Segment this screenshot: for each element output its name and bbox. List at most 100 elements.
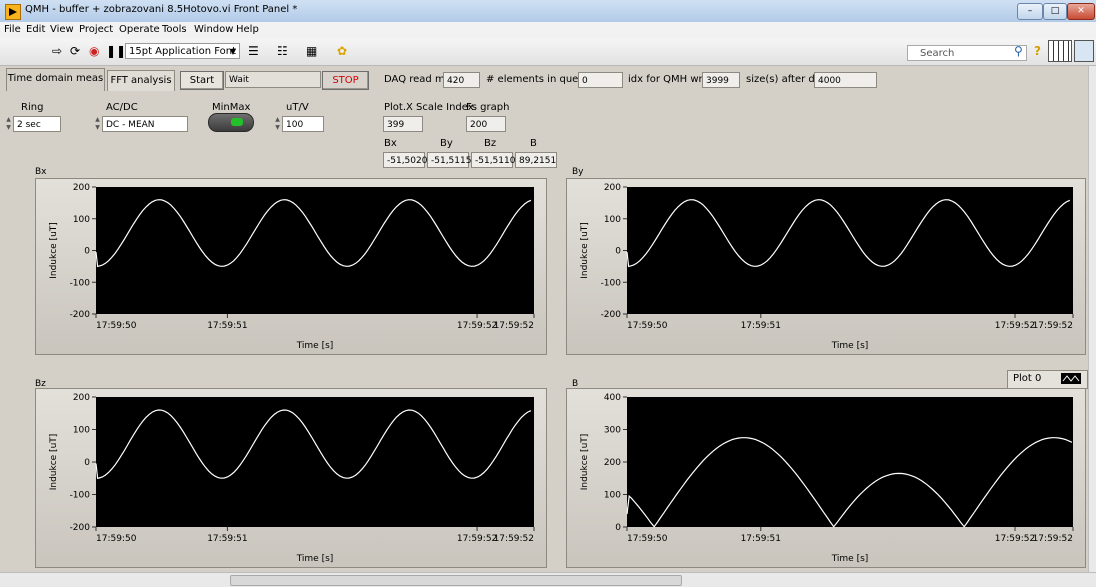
acdc-spin-icon[interactable]: ▲ ▼ xyxy=(93,116,102,132)
plot-area xyxy=(627,397,1073,527)
y-tick-label: -200 xyxy=(70,310,91,320)
plot-area xyxy=(627,187,1073,314)
x-tick-label: 17:59:50 xyxy=(96,321,137,331)
scrollbar-thumb[interactable] xyxy=(230,575,682,586)
align-objects-icon[interactable]: ☰ xyxy=(248,44,259,58)
x-tick-label: 17:59:50 xyxy=(627,534,668,544)
y-axis-label: Indukce [uT] xyxy=(49,434,59,491)
x-axis-label: Time [s] xyxy=(831,341,869,351)
utv-spin-icon[interactable]: ▲ ▼ xyxy=(273,116,282,132)
legend-plot-name: Plot 0 xyxy=(1013,373,1041,384)
y-tick-label: 400 xyxy=(604,393,621,403)
chart-by[interactable]: 200 100 0 -100 -200 17:59:50 17:59:51 17:59:52 1… xyxy=(566,178,1086,355)
connector-pane-icon[interactable] xyxy=(1048,40,1072,62)
x-tick-label: 17:59:52 xyxy=(1033,321,1073,331)
queue-label: # elements in queue xyxy=(486,74,591,85)
utv-numeric-control[interactable]: 100 xyxy=(282,116,324,132)
idx-indicator: 3999 xyxy=(702,72,740,88)
menu-help[interactable]: Help xyxy=(236,24,259,35)
minimize-button[interactable]: – xyxy=(1017,3,1043,20)
menu-view[interactable]: View xyxy=(50,24,74,35)
font-select[interactable]: 15pt Application Font ▼ xyxy=(125,43,240,59)
utv-label: uT/V xyxy=(286,102,309,113)
vi-icon[interactable] xyxy=(1074,40,1094,62)
stop-button[interactable]: STOP xyxy=(322,71,369,90)
y-tick-label: 200 xyxy=(73,183,90,193)
tab-fft-analysis[interactable]: FFT analysis xyxy=(107,70,175,91)
toolbar: ⇨ ⟳ ◉ ❚❚ 15pt Application Font ▼ ☰ ☷ ▦ ✿… xyxy=(0,39,1096,66)
x-axis-label: Time [s] xyxy=(296,554,334,564)
menu-project[interactable]: Project xyxy=(79,24,113,35)
horizontal-scrollbar[interactable] xyxy=(0,572,1096,587)
y-tick-label: 100 xyxy=(73,215,90,225)
run-continuously-icon[interactable]: ⟳ xyxy=(70,44,80,58)
x-tick-label: 17:59:51 xyxy=(207,321,247,331)
x-axis-label: Time [s] xyxy=(831,554,869,564)
y-tick-label: 200 xyxy=(604,183,621,193)
menu-operate[interactable]: Operate xyxy=(119,24,160,35)
chart-bx[interactable]: 200 100 0 -100 -200 17:59:50 17:59:51 17:59:52 1… xyxy=(35,178,547,355)
run-arrow-icon[interactable]: ⇨ xyxy=(52,44,62,58)
x-tick-label: 17:59:51 xyxy=(741,321,781,331)
search-input[interactable]: Search xyxy=(907,45,1027,61)
plotx-label: Plot.X Scale Index xyxy=(384,102,474,113)
ring-control[interactable]: 2 sec xyxy=(13,116,61,132)
font-select-value: 15pt Application Font xyxy=(129,46,236,57)
plot-legend[interactable]: Plot 0 xyxy=(1007,370,1088,389)
vertical-scrollbar[interactable] xyxy=(1088,66,1096,572)
chart-b[interactable]: 400 300 200 100 0 17:59:50 17:59:51 17:59:52 17:… xyxy=(566,388,1086,568)
pause-icon[interactable]: ❚❚ xyxy=(106,44,126,58)
y-tick-label: -200 xyxy=(601,310,622,320)
bx-value-label: Bx xyxy=(384,138,397,149)
menu-file[interactable]: File xyxy=(4,24,21,35)
help-icon[interactable]: ? xyxy=(1034,44,1041,58)
y-axis-label: Indukce [uT] xyxy=(49,222,59,279)
tab-time-domain-meas[interactable]: Time domain meas xyxy=(6,68,105,91)
x-tick-label: 17:59:50 xyxy=(96,534,137,544)
bx-indicator: -51,5020 xyxy=(383,152,425,168)
acdc-ring-control[interactable]: DC - MEAN xyxy=(102,116,188,132)
y-tick-label: 100 xyxy=(604,491,621,501)
resize-objects-icon[interactable]: ▦ xyxy=(306,44,317,58)
size-indicator: 4000 xyxy=(814,72,877,88)
x-tick-label: 17:59:52 xyxy=(995,534,1035,544)
search-icon[interactable]: ⚲ xyxy=(1014,44,1023,58)
minmax-toggle-switch[interactable] xyxy=(208,113,254,132)
chevron-down-icon: ▼ xyxy=(230,44,236,60)
menu-window[interactable]: Window xyxy=(194,24,233,35)
menu-tools[interactable]: Tools xyxy=(162,24,187,35)
y-tick-label: -100 xyxy=(601,278,622,288)
ring-label: Ring xyxy=(21,102,43,113)
daq-read-label: DAQ read ms xyxy=(384,74,450,85)
by-indicator: -51,5115 xyxy=(427,152,469,168)
chart-by-title: By xyxy=(572,167,584,177)
y-tick-label: 200 xyxy=(73,393,90,403)
window-title: QMH - buffer + zobrazovani 8.5Hotovo.vi … xyxy=(25,4,297,15)
close-button[interactable]: ✕ xyxy=(1067,3,1095,20)
x-tick-label: 17:59:50 xyxy=(627,321,668,331)
menu-edit[interactable]: Edit xyxy=(26,24,45,35)
fs-label: Fs graph xyxy=(466,102,509,113)
plot-area xyxy=(96,187,534,314)
chart-bz[interactable]: 200 100 0 -100 -200 17:59:50 17:59:51 17:59:52 1… xyxy=(35,388,547,568)
start-button[interactable]: Start xyxy=(180,71,224,90)
x-tick-label: 17:59:52 xyxy=(457,321,497,331)
maximize-button[interactable]: □ xyxy=(1043,3,1067,20)
status-indicator: Wait xyxy=(225,71,321,88)
plot-area xyxy=(96,397,534,527)
y-tick-label: -100 xyxy=(70,278,91,288)
y-tick-label: -200 xyxy=(70,523,91,533)
x-tick-label: 17:59:52 xyxy=(1033,534,1073,544)
ring-spin-icon[interactable]: ▲ ▼ xyxy=(4,116,13,132)
y-axis-label: Indukce [uT] xyxy=(580,222,590,279)
reorder-icon[interactable]: ✿ xyxy=(337,44,347,58)
abort-icon[interactable]: ◉ xyxy=(89,44,99,58)
distribute-objects-icon[interactable]: ☷ xyxy=(277,44,288,58)
x-tick-label: 17:59:52 xyxy=(995,321,1035,331)
by-value-label: By xyxy=(440,138,453,149)
daq-read-indicator: 420 xyxy=(443,72,480,88)
x-axis-label: Time [s] xyxy=(296,341,334,351)
x-tick-label: 17:59:52 xyxy=(494,321,534,331)
bz-value-label: Bz xyxy=(484,138,496,149)
y-tick-label: 0 xyxy=(615,247,621,257)
